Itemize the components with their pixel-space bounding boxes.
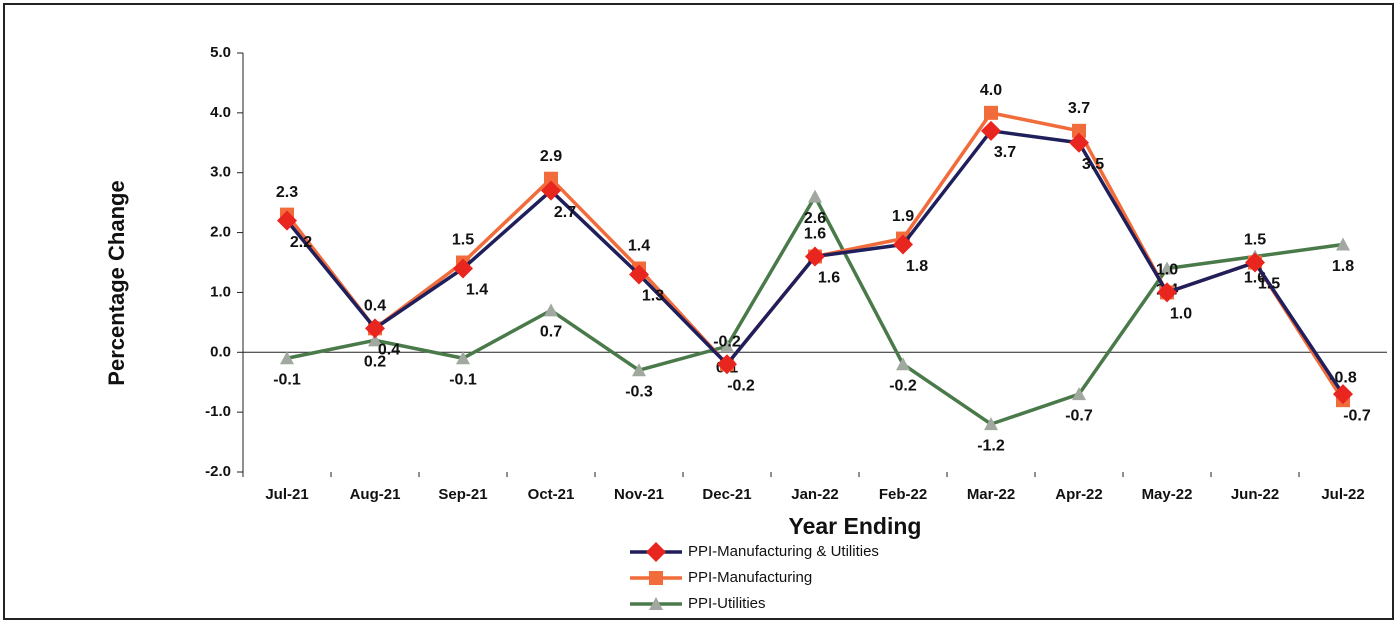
marker [632, 363, 646, 377]
data-label: 1.8 [906, 258, 928, 275]
x-tick-label: Oct-21 [528, 486, 575, 503]
data-label: 1.4 [466, 282, 488, 299]
data-label: 1.0 [1170, 306, 1192, 323]
frame [3, 3, 1394, 620]
data-label: 0.2 [364, 354, 386, 371]
legend-label: PPI-Manufacturing & Utilities [688, 543, 879, 560]
marker [365, 318, 385, 339]
marker [1072, 387, 1086, 401]
marker [1336, 237, 1350, 251]
y-axis-title: Percentage Change [104, 180, 129, 385]
marker [368, 333, 382, 347]
marker [720, 339, 734, 353]
data-label: -0.1 [449, 371, 477, 388]
series: 2.2 0.4 1.4 2.7 1.3 -0.2 1.6 1.8 3.7 3.5 1.0 1.5 -0.… [277, 120, 1371, 424]
y-tick-label: 5.0 [210, 44, 231, 61]
y-tick-label: 3.0 [210, 164, 231, 181]
marker [1072, 123, 1086, 138]
data-label: 1.9 [892, 208, 914, 225]
y-tick-label: 1.0 [210, 283, 231, 300]
x-tick-label: Feb-22 [879, 486, 927, 503]
data-label: -0.2 [713, 333, 741, 350]
data-label: 0.7 [540, 324, 562, 341]
legend-marker [649, 597, 663, 610]
marker [981, 120, 1001, 141]
data-label: 1.4 [628, 238, 650, 255]
data-label: -0.7 [1343, 407, 1371, 424]
marker [544, 303, 558, 317]
y-tick-label: 4.0 [210, 104, 231, 121]
data-label: -1.2 [977, 437, 1005, 454]
marker [808, 189, 822, 203]
marker [1245, 252, 1265, 273]
data-label: 3.7 [1068, 100, 1090, 117]
x-tick-label: Sep-21 [438, 486, 487, 503]
data-label: 1.0 [1156, 262, 1178, 279]
x-tick-label: Jan-22 [791, 486, 839, 503]
marker [541, 180, 561, 201]
data-label: 3.5 [1082, 156, 1104, 173]
data-label: 1.3 [642, 288, 664, 305]
marker [1157, 282, 1177, 303]
data-label: 2.7 [554, 204, 576, 221]
data-label: 1.6 [804, 226, 826, 243]
x-tick-label: Dec-21 [702, 486, 751, 503]
legend-marker [646, 542, 666, 562]
marker [896, 357, 910, 371]
marker [717, 354, 737, 375]
data-label: 1.8 [1332, 258, 1354, 275]
marker [544, 171, 558, 186]
legend-marker [649, 571, 663, 585]
legend-label: PPI-Utilities [688, 595, 766, 612]
legend-label: PPI-Manufacturing [688, 569, 812, 586]
x-tick-label: Apr-22 [1055, 486, 1103, 503]
y-tick-label: -1.0 [205, 403, 231, 420]
data-label: 2.9 [540, 148, 562, 165]
marker [984, 105, 998, 120]
data-label: -0.1 [273, 371, 301, 388]
marker [1333, 384, 1353, 405]
data-label: 2.2 [290, 234, 312, 251]
x-tick-label: Mar-22 [967, 486, 1015, 503]
x-tick-label: Jul-22 [1321, 486, 1364, 503]
marker [893, 234, 913, 255]
data-label: -0.2 [889, 377, 917, 394]
y-tick-label: 0.0 [210, 343, 231, 360]
marker [453, 258, 473, 279]
y-tick-label: -2.0 [205, 463, 231, 480]
marker [280, 351, 294, 365]
x-tick-label: Jun-22 [1231, 486, 1279, 503]
x-tick-label: Aug-21 [350, 486, 401, 503]
data-label: -0.3 [625, 383, 653, 400]
y-tick-label: 2.0 [210, 224, 231, 241]
data-label: 0.4 [378, 342, 400, 359]
marker [1069, 132, 1089, 153]
data-label: 2.3 [276, 184, 298, 201]
series: 2.3 0.4 1.5 2.9 1.4 -0.2 1.6 1.9 4.0 3.7 1.0 1.5 -0.… [276, 82, 1357, 408]
data-label: 1.5 [1244, 232, 1266, 249]
data-label: 3.7 [994, 144, 1016, 161]
x-tick-label: Nov-21 [614, 486, 664, 503]
x-tick-label: May-22 [1142, 486, 1193, 503]
marker [629, 264, 649, 285]
data-label: 2.6 [804, 210, 826, 227]
marker [456, 351, 470, 365]
marker [277, 210, 297, 231]
marker [1160, 261, 1174, 275]
data-label: 1.6 [818, 270, 840, 287]
x-tick-label: Jul-21 [265, 486, 308, 503]
data-label: 4.0 [980, 82, 1002, 99]
data-label: 1.5 [452, 232, 474, 249]
marker [984, 417, 998, 431]
data-label: 1.5 [1258, 276, 1280, 293]
data-label: 0.4 [364, 298, 386, 315]
data-label: -0.2 [727, 377, 755, 394]
data-label: -0.7 [1065, 407, 1093, 424]
x-axis-title: Year Ending [789, 513, 922, 539]
marker [805, 246, 825, 267]
series: -0.10.2-0.10.7-0.30.12.6-0.2-1.2-0.71.41… [273, 189, 1354, 454]
